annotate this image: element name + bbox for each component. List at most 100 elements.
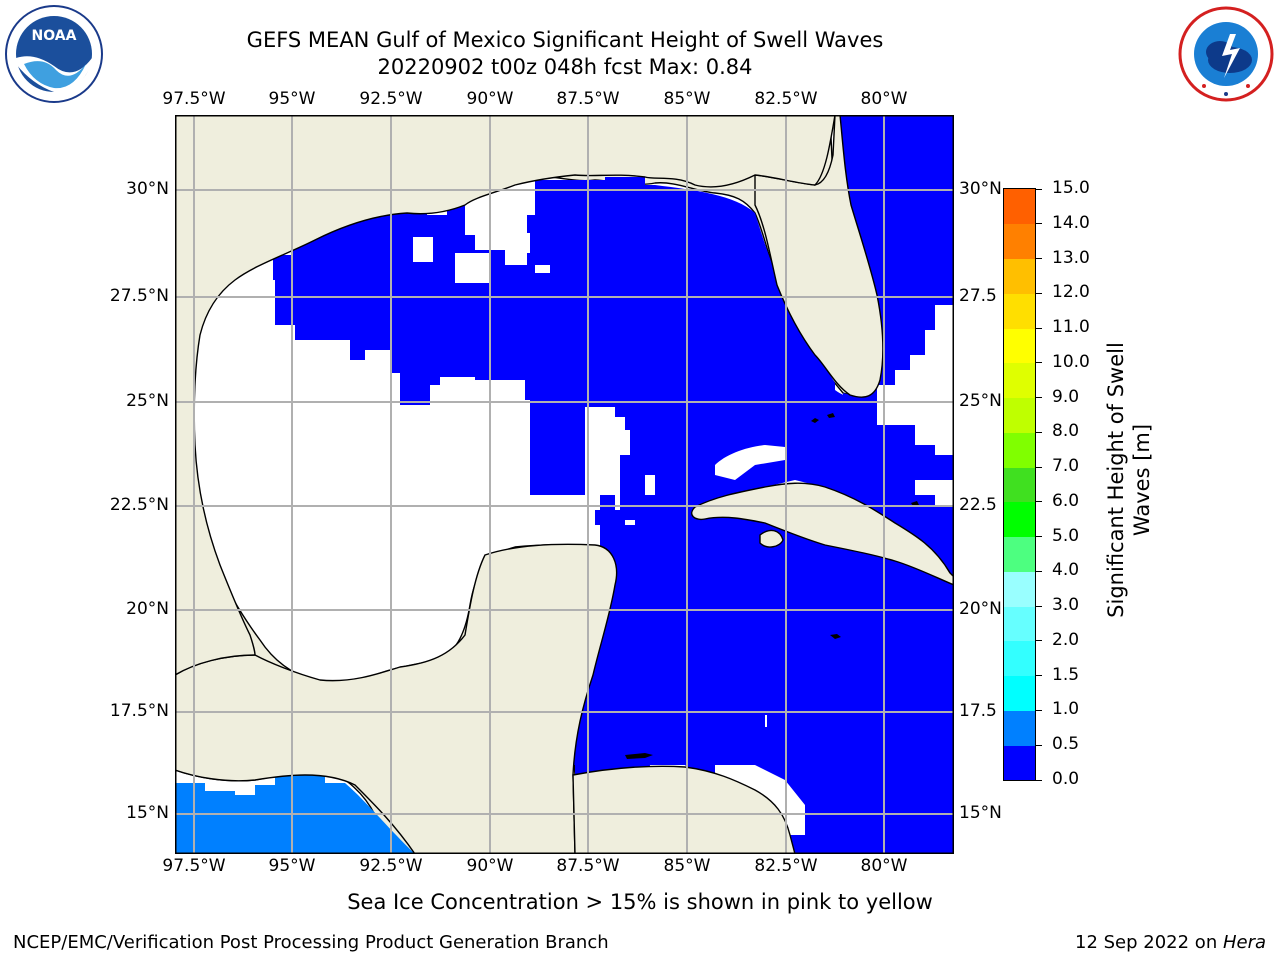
lon-label-top: 80°W xyxy=(860,89,908,109)
colorbar-tick-label: 11.0 xyxy=(1052,317,1090,338)
noaa-logo-text: NOAA xyxy=(32,28,77,44)
colorbar-segment xyxy=(1004,328,1035,364)
land-masses xyxy=(175,115,954,854)
colorbar-tick-label: 8.0 xyxy=(1052,421,1080,442)
colorbar-tick-label: 1.0 xyxy=(1052,699,1080,720)
colorbar-tick-mark xyxy=(1036,292,1042,294)
colorbar-segment xyxy=(1004,640,1035,677)
lat-label-left: 17.5°N xyxy=(109,701,169,721)
colorbar-tick-mark xyxy=(1036,675,1042,677)
colorbar-tick-mark xyxy=(1036,709,1042,711)
colorbar-tick-label: 10.0 xyxy=(1052,351,1090,372)
lon-label-bottom: 95°W xyxy=(268,856,316,876)
colorbar-tick-label: 6.0 xyxy=(1052,490,1080,511)
colorbar-tick-mark xyxy=(1036,362,1042,364)
gulf-of-mexico-map xyxy=(175,115,954,854)
lon-label-bottom: 92.5°W xyxy=(359,856,423,876)
footer-date: 12 Sep 2022 on Hera xyxy=(1075,932,1266,953)
lon-label-top: 97.5°W xyxy=(162,89,226,109)
colorbar-tick-label: 3.0 xyxy=(1052,595,1080,616)
lon-label-top: 90°W xyxy=(466,89,514,109)
colorbar-tick-mark xyxy=(1036,466,1042,468)
colorbar-segment xyxy=(1004,223,1035,259)
colorbar-tick-mark xyxy=(1036,570,1042,572)
lon-label-top: 87.5°W xyxy=(556,89,620,109)
colorbar-tick-mark xyxy=(1036,501,1042,503)
lat-label-left: 25°N xyxy=(126,391,169,411)
lon-label-top: 95°W xyxy=(268,89,316,109)
colorbar-segment xyxy=(1004,745,1035,781)
lat-label-left: 27.5°N xyxy=(109,286,169,306)
colorbar-segment xyxy=(1004,293,1035,329)
colorbar-segment xyxy=(1004,606,1035,642)
colorbar-segment xyxy=(1004,397,1035,433)
lon-label-bottom: 97.5°W xyxy=(162,856,226,876)
lat-label-right: 17.5 xyxy=(959,701,997,721)
colorbar-tick-mark xyxy=(1036,779,1042,781)
colorbar-segment xyxy=(1004,501,1035,538)
footer-host: Hera xyxy=(1222,932,1266,953)
colorbar-segment xyxy=(1004,258,1035,294)
colorbar-segment xyxy=(1004,571,1035,607)
colorbar-tick-label: 15.0 xyxy=(1052,178,1090,198)
lon-label-bottom: 82.5°W xyxy=(754,856,818,876)
lat-label-right: 22.5 xyxy=(959,495,997,515)
colorbar-segment xyxy=(1004,710,1035,746)
colorbar-tick-mark xyxy=(1036,397,1042,399)
map-frame xyxy=(175,115,954,854)
colorbar-segment xyxy=(1004,467,1035,503)
colorbar-label-line1: Significant Height of Swell xyxy=(1104,342,1128,618)
colorbar-tick-label: 4.0 xyxy=(1052,560,1080,581)
lon-label-top: 92.5°W xyxy=(359,89,423,109)
lat-label-right: 30°N xyxy=(959,179,1002,199)
lat-label-left: 20°N xyxy=(126,599,169,619)
lon-label-bottom: 80°W xyxy=(860,856,908,876)
colorbar-tick-mark xyxy=(1036,188,1042,190)
colorbar-tick-label: 1.5 xyxy=(1052,664,1080,685)
lon-label-top: 82.5°W xyxy=(754,89,818,109)
colorbar-tick-label: 13.0 xyxy=(1052,247,1090,268)
noaa-logo: NOAA xyxy=(4,4,104,104)
lat-label-right: 15°N xyxy=(959,803,1002,823)
colorbar-tick-mark xyxy=(1036,327,1042,329)
colorbar-label-wrapper: Significant Height of Swell Waves [m] xyxy=(1103,342,1163,960)
lat-label-right: 20°N xyxy=(959,599,1002,619)
colorbar-tick-mark xyxy=(1036,223,1042,225)
colorbar-tick-label: 12.0 xyxy=(1052,282,1090,303)
footer-branch: NCEP/EMC/Verification Post Processing Pr… xyxy=(13,932,609,953)
lon-label-bottom: 90°W xyxy=(466,856,514,876)
colorbar-tick-label: 0.5 xyxy=(1052,734,1080,755)
colorbar-tick-mark xyxy=(1036,536,1042,538)
lat-label-left: 22.5°N xyxy=(109,495,169,515)
colorbar-label-line2: Waves [m] xyxy=(1130,423,1154,537)
colorbar-tick-label: 0.0 xyxy=(1052,769,1080,789)
colorbar-tick-label: 9.0 xyxy=(1052,386,1080,407)
lon-label-bottom: 85°W xyxy=(663,856,711,876)
colorbar-tick-label: 7.0 xyxy=(1052,456,1080,477)
colorbar-tick-mark xyxy=(1036,744,1042,746)
chart-title: GEFS MEAN Gulf of Mexico Significant Hei… xyxy=(246,28,884,52)
lat-label-right: 25°N xyxy=(959,391,1002,411)
nws-logo xyxy=(1176,4,1276,104)
lat-label-left: 30°N xyxy=(126,179,169,199)
colorbar xyxy=(1003,188,1036,781)
sea-ice-note: Sea Ice Concentration > 15% is shown in … xyxy=(347,890,933,914)
lat-label-right: 27.5 xyxy=(959,286,997,306)
colorbar-tick-label: 2.0 xyxy=(1052,629,1080,650)
colorbar-segment xyxy=(1004,675,1035,711)
colorbar-tick-mark xyxy=(1036,258,1042,260)
colorbar-tick-label: 14.0 xyxy=(1052,212,1090,233)
colorbar-segment xyxy=(1004,362,1035,399)
colorbar-segment xyxy=(1004,432,1035,468)
lon-label-top: 85°W xyxy=(663,89,711,109)
colorbar-tick-mark xyxy=(1036,431,1042,433)
grid-lines xyxy=(175,115,954,854)
colorbar-segment xyxy=(1004,189,1035,225)
colorbar-segment xyxy=(1004,536,1035,572)
colorbar-tick-mark xyxy=(1036,640,1042,642)
chart-subtitle: 20220902 t00z 048h fcst Max: 0.84 xyxy=(377,55,753,79)
footer-date-text: 12 Sep 2022 on xyxy=(1075,932,1223,953)
colorbar-tick-mark xyxy=(1036,605,1042,607)
lat-label-left: 15°N xyxy=(126,803,169,823)
lon-label-bottom: 87.5°W xyxy=(556,856,620,876)
